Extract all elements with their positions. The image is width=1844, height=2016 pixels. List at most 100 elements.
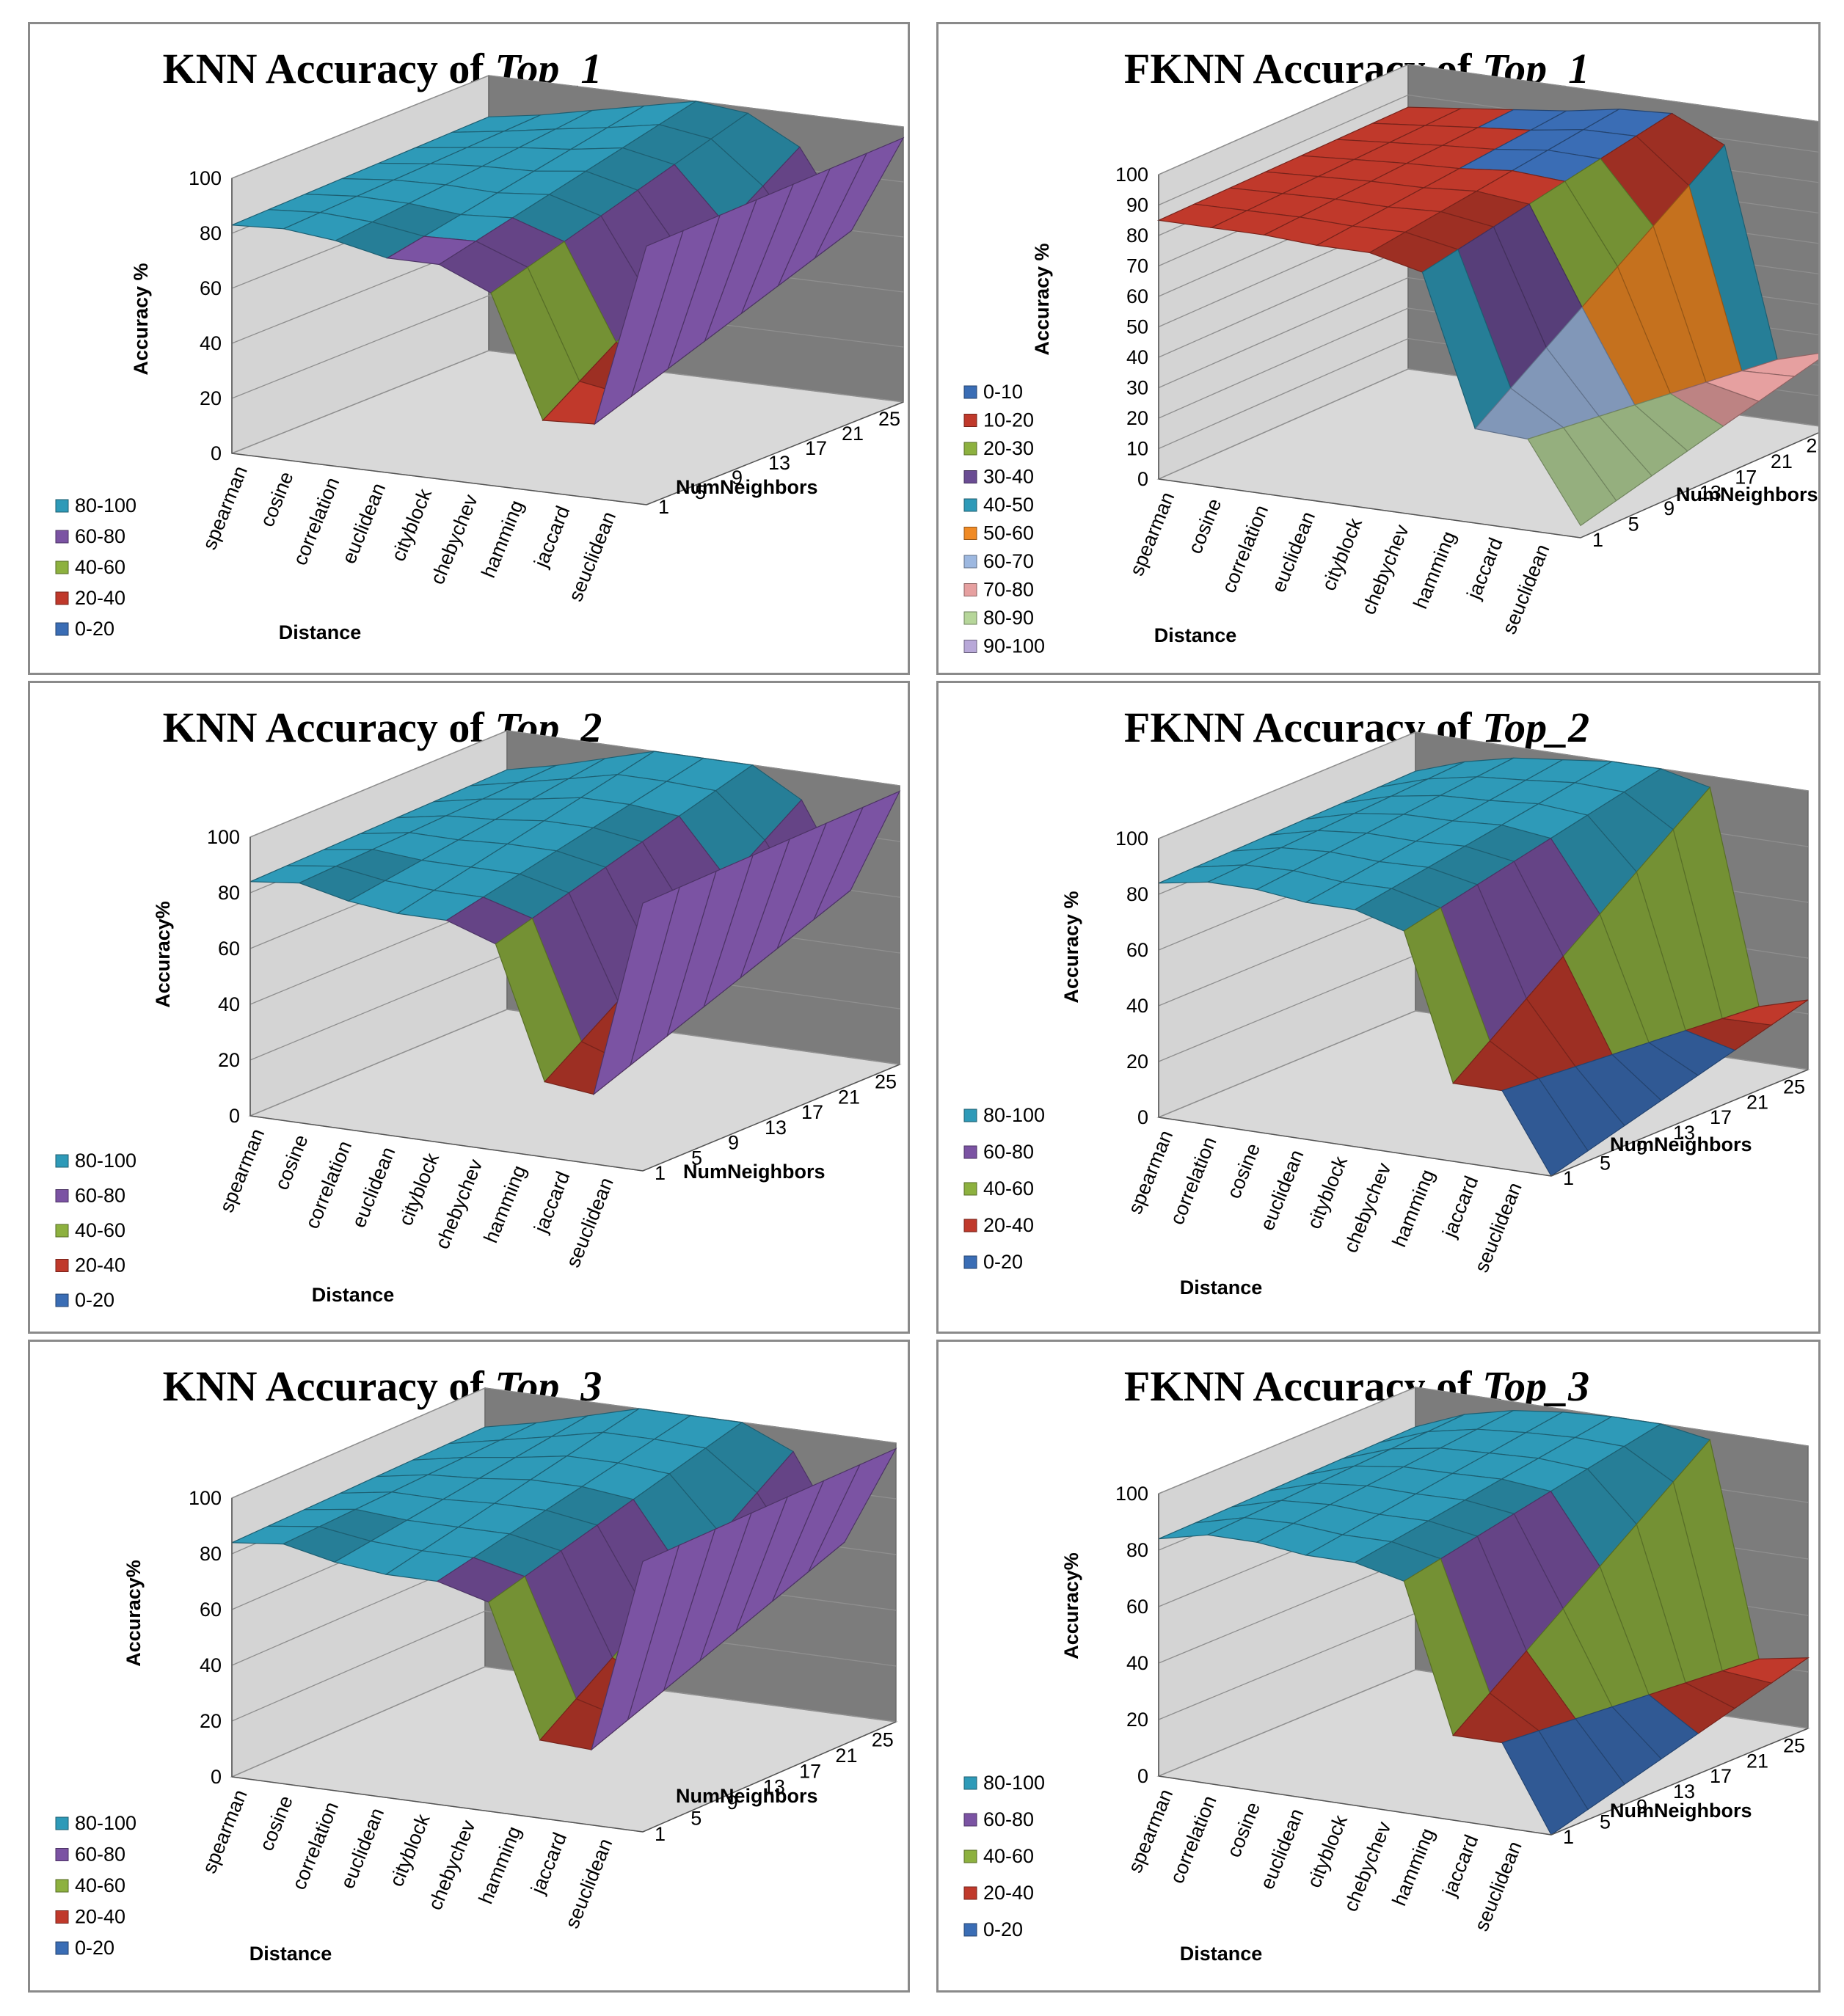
legend-swatch: [55, 1293, 69, 1307]
surface-cell: [1527, 427, 1617, 527]
legend-swatch: [55, 1879, 69, 1893]
legend-swatch: [963, 583, 977, 596]
legend-label: 80-100: [75, 1812, 136, 1834]
legend-label: 0-20: [75, 1937, 114, 1959]
x-axis-line: [231, 453, 647, 505]
legend-swatch: [963, 498, 977, 512]
y-axis-line: [1580, 432, 1818, 538]
y-tick-label: 9: [728, 1132, 739, 1154]
y-tick-label: 1: [1563, 1167, 1574, 1189]
y-tick-label: 25: [878, 408, 900, 430]
z-axis-title: Accuracy %: [130, 263, 152, 375]
x-tick-label: spearman: [1123, 1786, 1177, 1876]
legend-swatch: [963, 640, 977, 653]
x-tick-label: hamming: [475, 1823, 525, 1907]
z-tick-label: 0: [211, 442, 222, 464]
y-tick-label: 21: [835, 1745, 857, 1767]
x-tick-label: seuclidean: [1498, 541, 1553, 638]
x-axis-line: [1158, 478, 1581, 538]
x-tick-label: spearman: [198, 463, 252, 553]
legend-label: 10-20: [983, 409, 1034, 431]
legend-swatch: [963, 385, 977, 399]
x-axis-line: [1158, 1775, 1552, 1836]
legend-label: 60-70: [983, 550, 1034, 572]
gridline: [231, 350, 904, 454]
y-tick-label: 17: [801, 1101, 823, 1123]
surface-cell: [594, 230, 684, 426]
x-tick-label: euclidean: [336, 1805, 388, 1891]
z-axis-title: Accuracy %: [1031, 243, 1053, 355]
legend-swatch: [55, 622, 69, 636]
legend-label: 20-40: [983, 1882, 1034, 1904]
y-tick-label: 13: [1673, 1122, 1695, 1144]
legend-label: 60-80: [75, 1844, 125, 1866]
legend-swatch: [963, 1776, 977, 1790]
gridline: [231, 75, 904, 179]
x-axis-title: Distance: [279, 621, 362, 643]
x-tick-label: correlation: [1166, 1792, 1221, 1886]
y-axis-line: [1550, 1069, 1809, 1177]
y-axis-title: NumNeighbors: [1676, 483, 1818, 505]
x-tick-label: jaccard: [1462, 535, 1507, 603]
legend-swatch: [55, 530, 69, 544]
x-tick-label: cosine: [256, 469, 298, 530]
y-tick-label: 9: [732, 467, 743, 489]
x-axis-line: [1158, 1117, 1552, 1177]
z-tick-label: 0: [1137, 468, 1148, 490]
chart-knn-top3: KNN Accuracy of Top_3 0 20 40 60 80 100 Accurac…: [55, 1362, 898, 1965]
z-tick-label: 40: [200, 332, 222, 354]
z-tick-label: 0: [1137, 1765, 1148, 1787]
legend-label: 40-50: [983, 494, 1034, 516]
chart-title: KNN Accuracy of Top_1: [163, 45, 602, 92]
legend-swatch: [55, 1941, 69, 1955]
x-tick-label: seuclidean: [561, 1836, 616, 1932]
legend-swatch: [55, 591, 69, 605]
y-tick-label: 25: [1783, 1735, 1805, 1757]
x-tick-label: jaccard: [530, 1169, 575, 1237]
x-tick-label: seuclidean: [562, 1175, 618, 1271]
gridline: [231, 1610, 897, 1722]
x-tick-label: euclidean: [1267, 508, 1319, 595]
x-tick-label: cosine: [1222, 1799, 1264, 1860]
legend-swatch: [55, 1154, 69, 1168]
y-tick-label: 21: [1746, 1750, 1768, 1772]
y-axis-title: NumNeighbors: [1610, 1800, 1752, 1822]
legend-swatch: [55, 499, 69, 513]
legend-swatch: [963, 414, 977, 427]
z-tick-label: 60: [1126, 285, 1148, 307]
y-tick-label: 13: [1673, 1781, 1695, 1803]
z-tick-label: 100: [1115, 164, 1148, 186]
z-tick-label: 80: [218, 882, 240, 904]
x-tick-label: euclidean: [338, 480, 390, 566]
y-tick-label: 17: [799, 1760, 821, 1782]
y-axis-line: [646, 401, 904, 505]
legend-swatch: [963, 1923, 977, 1937]
x-tick-label: euclidean: [1256, 1147, 1308, 1233]
z-tick-label: 60: [1126, 1596, 1148, 1618]
legend-label: 70-80: [983, 579, 1034, 601]
x-tick-label: hamming: [1388, 1166, 1439, 1250]
legend-label: 0-10: [983, 381, 1023, 403]
x-tick-label: cityblock: [387, 486, 436, 565]
y-axis-title: NumNeighbors: [1610, 1133, 1752, 1155]
chart-panel-fknn-top3: FKNN Accuracy of Top_3 0 20 40 60 80 100 Accura…: [936, 1340, 1821, 1993]
z-tick-label: 40: [1126, 346, 1148, 368]
legend-label: 40-60: [75, 1219, 125, 1241]
x-tick-label: seuclidean: [1471, 1838, 1526, 1935]
x-tick-label: cityblock: [394, 1150, 443, 1229]
y-tick-label: 17: [805, 437, 827, 459]
gridline: [1158, 731, 1809, 839]
legend-swatch: [55, 1910, 69, 1924]
y-tick-label: 25: [1783, 1076, 1805, 1098]
y-tick-label: 17: [1735, 466, 1757, 488]
x-tick-label: euclidean: [1256, 1805, 1308, 1892]
legend-label: 0-20: [983, 1918, 1023, 1940]
chart-title-main: KNN Accuracy of: [163, 45, 495, 92]
z-tick-label: 0: [229, 1105, 240, 1127]
z-tick-label: 50: [1126, 316, 1148, 338]
chart-knn-top2: KNN Accuracy of Top_2 0 20 40 60 80 100 Accurac…: [55, 704, 902, 1311]
z-tick-label: 30: [1126, 377, 1148, 399]
z-tick-label: 60: [1126, 939, 1148, 961]
y-axis-title: NumNeighbors: [676, 1785, 818, 1807]
z-tick-label: 100: [189, 1487, 222, 1509]
